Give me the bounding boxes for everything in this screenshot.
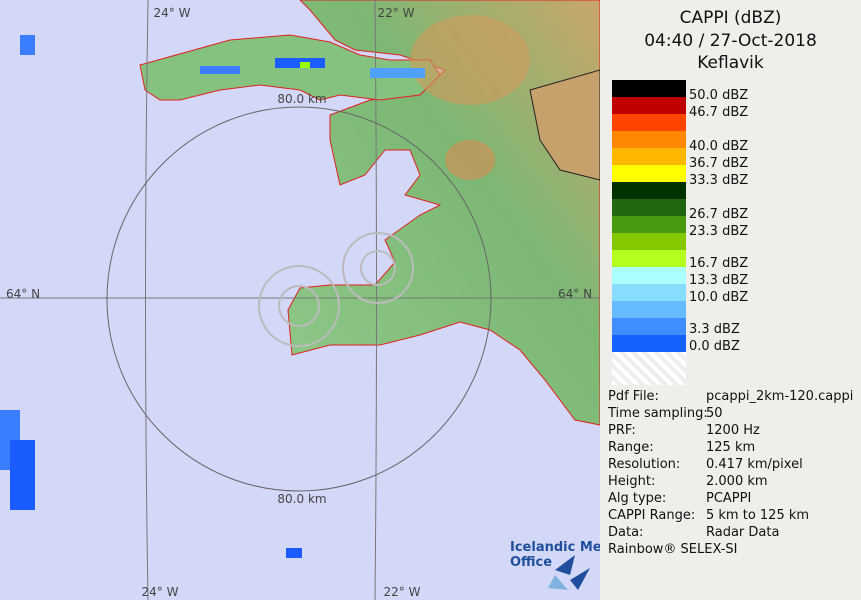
color-band — [612, 80, 686, 97]
range-ring — [106, 106, 492, 492]
info-row: Pdf File: pcappi_2km-120.cappi — [608, 389, 854, 404]
range-label: 80.0 km — [277, 92, 326, 106]
info-value: 0.417 km/pixel — [706, 457, 803, 472]
scale-label: 40.0 dBZ — [689, 139, 749, 154]
color-band — [612, 97, 686, 114]
scale-label: 50.0 dBZ — [689, 88, 749, 103]
scale-label: 36.7 dBZ — [689, 156, 749, 171]
highland — [445, 140, 495, 180]
range-ring-small — [360, 250, 396, 286]
color-band — [612, 267, 686, 284]
color-band — [612, 114, 686, 131]
logo-text: Office — [510, 555, 552, 570]
color-band — [612, 165, 686, 182]
color-band — [612, 199, 686, 216]
info-row: Height: 2.000 km — [608, 474, 768, 489]
scale-label: 10.0 dBZ — [689, 290, 749, 305]
color-band — [612, 250, 686, 267]
color-band — [612, 318, 686, 335]
info-row: Range: 125 km — [608, 440, 756, 455]
info-value: 2.000 km — [706, 474, 768, 489]
lon-label: 24° W — [142, 585, 179, 599]
range-ring-small — [258, 265, 340, 347]
color-band — [612, 233, 686, 250]
scale-label: 13.3 dBZ — [689, 273, 749, 288]
scale-label: 0.0 dBZ — [689, 339, 740, 354]
scale-label: 26.7 dBZ — [689, 207, 749, 222]
legend-panel: CAPPI (dBZ) 04:40 / 27-Oct-2018 Keflavik… — [600, 0, 861, 600]
info-row: CAPPI Range: 5 km to 125 km — [608, 508, 810, 523]
color-band — [612, 335, 686, 352]
info-value: 125 km — [706, 440, 756, 455]
scale-label: 3.3 dBZ — [689, 322, 740, 337]
info-row: Data: Radar Data — [608, 525, 780, 540]
info-value: PCAPPI — [706, 491, 752, 506]
scale-label: 23.3 dBZ — [689, 224, 749, 239]
info-value: 1200 Hz — [706, 423, 760, 438]
radar-map: 24° W 22° W 24° W 22° W 64° N 64° N 80.0… — [0, 0, 600, 600]
logo-mark — [555, 555, 590, 590]
echoes — [0, 35, 425, 558]
legend-time: 04:40 / 27-Oct-2018 — [644, 31, 817, 51]
scale-label: 46.7 dBZ — [689, 105, 749, 120]
range-ring-small — [278, 285, 320, 327]
legend-title: CAPPI (dBZ) — [679, 8, 782, 28]
lon-label: 22° W — [378, 6, 415, 20]
color-band — [612, 131, 686, 148]
footer: Rainbow® SELEX-SI — [608, 542, 738, 557]
info-value: pcappi_2km-120.cappi — [706, 389, 854, 404]
scale-label: 16.7 dBZ — [689, 256, 749, 271]
range-ring-small — [342, 232, 414, 304]
info-value: 5 km to 125 km — [706, 508, 810, 523]
color-band — [612, 301, 686, 318]
scale-label: 33.3 dBZ — [689, 173, 749, 188]
info-row: Alg type: PCAPPI — [608, 491, 752, 506]
logo-mark — [548, 575, 568, 590]
color-band — [612, 148, 686, 165]
info-value: 50 — [706, 406, 723, 421]
lon-label: 24° W — [154, 6, 191, 20]
graticule — [0, 0, 600, 600]
range-label: 80.0 km — [277, 492, 326, 506]
color-band — [612, 216, 686, 233]
info-row: Resolution: 0.417 km/pixel — [608, 457, 803, 472]
legend-site: Keflavik — [697, 53, 764, 73]
logo-text: Icelandic Met — [510, 540, 600, 555]
info-value: Radar Data — [706, 525, 780, 540]
color-band — [612, 352, 686, 385]
info-row: PRF: 1200 Hz — [608, 423, 760, 438]
info-row: Time sampling: 50 — [608, 406, 723, 421]
color-band — [612, 284, 686, 301]
glacier-outline — [529, 69, 600, 181]
color-band — [612, 182, 686, 199]
lat-label: 64° N — [6, 287, 40, 301]
lon-label: 22° W — [384, 585, 421, 599]
lat-label: 64° N — [558, 287, 592, 301]
highland — [410, 15, 530, 105]
